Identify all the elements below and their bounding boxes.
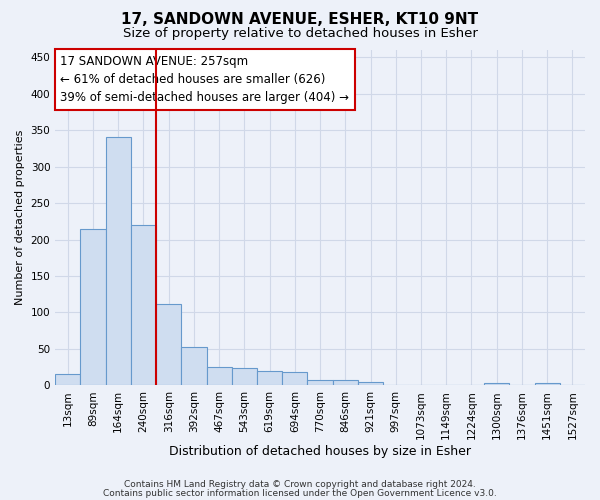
Bar [181, 346, 206, 386]
Bar [80, 228, 106, 386]
Text: Size of property relative to detached houses in Esher: Size of property relative to detached ho… [122, 28, 478, 40]
Bar [282, 372, 307, 386]
Bar [131, 225, 156, 386]
Bar [358, 382, 383, 386]
Bar [55, 374, 80, 386]
Bar [257, 372, 282, 386]
Bar [106, 138, 131, 386]
Bar [156, 304, 181, 386]
Bar [332, 380, 358, 386]
Y-axis label: Number of detached properties: Number of detached properties [15, 130, 25, 306]
Bar [484, 383, 509, 386]
Bar [307, 380, 332, 386]
Text: Contains public sector information licensed under the Open Government Licence v3: Contains public sector information licen… [103, 488, 497, 498]
Text: 17 SANDOWN AVENUE: 257sqm
← 61% of detached houses are smaller (626)
39% of semi: 17 SANDOWN AVENUE: 257sqm ← 61% of detac… [61, 55, 349, 104]
Bar [232, 368, 257, 386]
Text: Contains HM Land Registry data © Crown copyright and database right 2024.: Contains HM Land Registry data © Crown c… [124, 480, 476, 489]
Bar [535, 383, 560, 386]
Text: 17, SANDOWN AVENUE, ESHER, KT10 9NT: 17, SANDOWN AVENUE, ESHER, KT10 9NT [121, 12, 479, 28]
Bar [206, 367, 232, 386]
X-axis label: Distribution of detached houses by size in Esher: Distribution of detached houses by size … [169, 444, 471, 458]
